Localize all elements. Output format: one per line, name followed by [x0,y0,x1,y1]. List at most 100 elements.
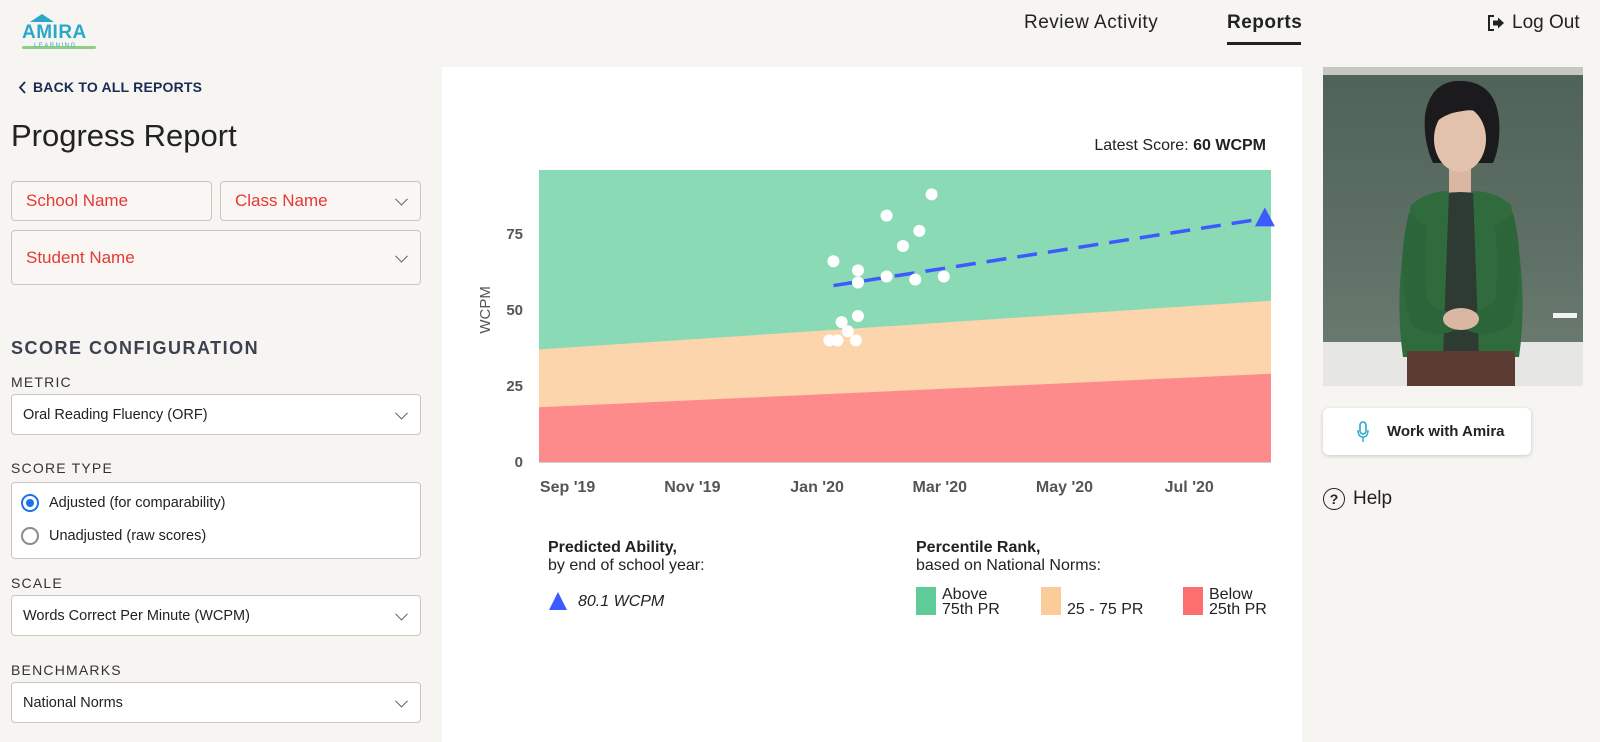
score-type-radio-group: Adjusted (for comparability) Unadjusted … [11,482,421,559]
y-tick-label: 50 [506,302,523,319]
percentile-rank-legend: Percentile Rank, based on National Norms… [916,539,1101,575]
score-point [880,270,893,283]
logo-wave [22,46,96,49]
predicted-ability-title: Predicted Ability, [548,539,677,556]
benchmarks-value: National Norms [23,694,123,711]
score-point [851,276,864,289]
radio-unselected-icon [21,527,39,545]
y-tick-label: 0 [515,454,523,471]
band-below-25 [539,373,1271,462]
y-tick-label: 75 [506,226,523,243]
predicted-value-item: 80.1 WCPM [548,591,664,611]
scale-label: SCALE [11,575,63,591]
chevron-down-icon [395,607,408,621]
chevron-down-icon [395,406,408,420]
amira-logo[interactable]: AMIRA LEARNING [20,12,100,50]
nav-reports-label: Reports [1227,12,1303,33]
progress-chart-card: Latest Score: 60 WCPM 0 25 50 75 WCPM Sep '19… [442,67,1302,742]
x-tick-label: Jan '20 [790,479,844,496]
x-tick-label: Mar '20 [913,479,968,496]
benchmarks-label: BENCHMARKS [11,662,122,678]
whiteboard-edge [1323,67,1583,75]
score-point [831,334,844,347]
graduation-cap-icon [30,14,54,22]
help-link[interactable]: ? Help [1323,488,1392,510]
school-name-placeholder: School Name [26,191,129,210]
back-to-reports-link[interactable]: BACK TO ALL REPORTS [18,79,202,95]
legend-25-75: 25 - 75 PR [1041,587,1144,618]
metric-select[interactable]: Oral Reading Fluency (ORF) [11,394,421,435]
radio-unadjusted-label: Unadjusted (raw scores) [49,528,207,544]
help-label: Help [1353,488,1393,509]
radio-unadjusted[interactable]: Unadjusted (raw scores) [21,527,206,545]
class-name-select[interactable]: Class Name [220,181,421,221]
score-point [896,240,909,253]
above-line1: Above [942,586,988,603]
latest-score: Latest Score: 60 WCPM [1094,137,1266,155]
triangle-icon [549,592,567,610]
above-swatch [916,587,936,615]
class-name-placeholder: Class Name [235,191,328,210]
whiteboard-ledge [1553,313,1577,318]
score-point [913,224,926,237]
logout-button[interactable]: Log Out [1486,12,1580,34]
latest-score-label: Latest Score: [1094,137,1189,154]
score-point [851,264,864,277]
predicted-ability-legend: Predicted Ability, by end of school year… [548,539,705,575]
predicted-trend-line [833,216,1266,288]
work-with-amira-label: Work with Amira [1387,423,1505,440]
predicted-ability-subtitle: by end of school year: [548,557,705,574]
chevron-left-icon [18,80,26,94]
microphone-icon [1357,420,1369,442]
radio-adjusted-label: Adjusted (for comparability) [49,495,226,511]
chevron-down-icon [395,694,408,708]
help-icon: ? [1323,488,1345,510]
below-line1: Below [1209,586,1253,603]
score-point [937,270,950,283]
student-name-select[interactable]: Student Name [11,230,421,285]
nav-reports[interactable]: Reports [1227,12,1303,45]
y-tick-label: 25 [506,378,523,395]
logo-text: AMIRA [22,22,87,43]
score-point [909,273,922,286]
benchmarks-select[interactable]: National Norms [11,682,421,723]
mid-swatch [1041,587,1061,615]
metric-value: Oral Reading Fluency (ORF) [23,406,208,423]
percentile-rank-subtitle: based on National Norms: [916,557,1101,574]
score-point [851,310,864,322]
logout-icon [1488,15,1504,31]
score-point [925,188,938,201]
back-label: BACK TO ALL REPORTS [33,79,203,95]
above-line2: 75th PR [942,601,1000,618]
chevron-down-icon [395,192,408,206]
score-point [841,325,854,338]
x-tick-label: Jul '20 [1165,479,1214,496]
active-tab-underline [1227,42,1301,45]
below-swatch [1183,587,1203,615]
legend-above-75: Above 75th PR [916,586,1000,618]
avatar-figure [1399,80,1523,386]
score-configuration-heading: SCORE CONFIGURATION [11,338,260,358]
nav-review-activity[interactable]: Review Activity [1024,12,1159,33]
logout-label: Log Out [1512,12,1580,33]
mid-label: 25 - 75 PR [1067,601,1144,618]
amira-avatar [1323,67,1583,386]
legend-below-25: Below 25th PR [1183,586,1267,618]
scale-value: Words Correct Per Minute (WCPM) [23,607,250,624]
school-name-field[interactable]: School Name [11,181,212,221]
latest-score-value: 60 WCPM [1193,137,1266,154]
chevron-down-icon [395,249,408,263]
score-point [880,209,893,222]
score-type-label: SCORE TYPE [11,460,113,476]
student-name-placeholder: Student Name [26,247,135,267]
scale-select[interactable]: Words Correct Per Minute (WCPM) [11,595,421,636]
page-title: Progress Report [11,118,237,153]
score-point [849,334,862,347]
radio-adjusted[interactable]: Adjusted (for comparability) [21,494,226,512]
progress-chart: 0 25 50 75 WCPM Sep '19 Nov '19 Jan '20 Mar '20 M… [477,170,1275,496]
work-with-amira-button[interactable]: Work with Amira [1323,408,1531,455]
x-tick-label: May '20 [1036,479,1093,496]
y-axis-label: WCPM [477,286,494,334]
predicted-value: 80.1 WCPM [578,592,665,610]
predicted-ability-marker [1254,207,1275,227]
